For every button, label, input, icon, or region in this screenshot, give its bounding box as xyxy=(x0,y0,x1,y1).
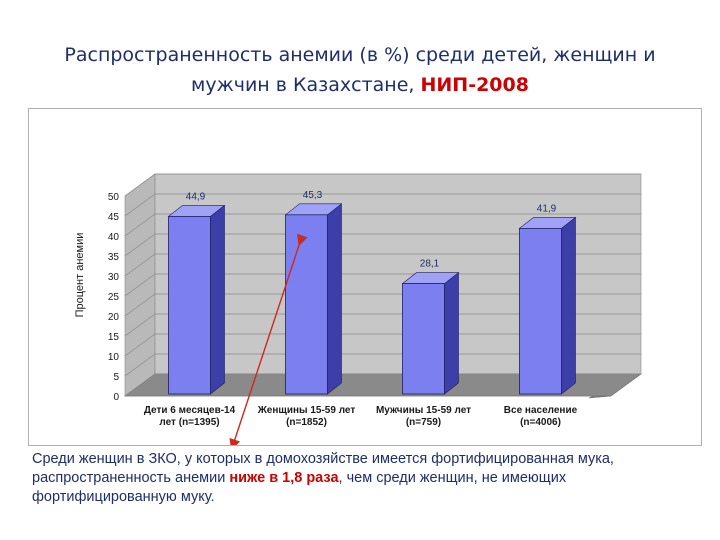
gridline xyxy=(124,313,641,337)
gridline xyxy=(124,373,641,397)
x-tick-label: Все население xyxy=(504,405,578,416)
y-tick-label: 45 xyxy=(108,212,120,223)
y-tick-label: 10 xyxy=(108,352,120,363)
bar-side xyxy=(327,203,342,395)
note-highlight: ниже в 1,8 раза xyxy=(229,470,339,486)
y-tick-label: 20 xyxy=(108,312,120,323)
x-tick-label: (n=1852) xyxy=(286,417,327,428)
bar-side xyxy=(561,216,576,395)
y-axis-label: Процент анемии xyxy=(74,233,86,318)
y-tick-label: 50 xyxy=(108,192,120,203)
bar-side xyxy=(444,271,459,395)
x-tick-label: (n=4006) xyxy=(520,417,561,428)
slide-title: Распространенность анемии (в %) среди де… xyxy=(0,40,720,100)
bar-front xyxy=(168,216,211,395)
y-tick-label: 0 xyxy=(113,392,119,403)
data-label: 28,1 xyxy=(420,259,440,270)
gridline xyxy=(124,253,641,277)
y-tick-label: 5 xyxy=(113,372,119,383)
data-label: 45,3 xyxy=(303,190,323,201)
chart-frame: 0 5 10 15 20 25 30 35 40 45 50 44,9 Дети 6 месяцев-1… xyxy=(28,108,702,446)
gridline xyxy=(124,193,641,217)
bar-front xyxy=(285,214,328,395)
y-tick-label: 25 xyxy=(108,292,120,303)
data-label: 44,9 xyxy=(186,191,206,202)
bar-front xyxy=(402,283,445,395)
bar xyxy=(284,203,343,395)
gridline xyxy=(124,233,641,257)
title-line-2: мужчин в Казахстане, xyxy=(191,74,421,96)
gridline xyxy=(124,353,641,377)
bar xyxy=(167,204,226,395)
title-highlight: НИП-2008 xyxy=(420,74,529,96)
y-tick-label: 35 xyxy=(108,252,120,263)
bar-front xyxy=(519,228,562,395)
note-text-after: , чем среди женщин, не имеющих фортифици… xyxy=(32,470,567,505)
footnote: Среди женщин в ЗКО, у которых в домохозя… xyxy=(32,450,702,507)
gridline xyxy=(124,333,641,357)
x-tick-label: лет (n=1395) xyxy=(159,417,219,428)
y-tick-label: 30 xyxy=(108,272,120,283)
bar xyxy=(401,271,460,395)
gridline xyxy=(124,293,641,317)
bar xyxy=(518,216,577,395)
note-text-before: Среди женщин в ЗКО, у которых в домохозя… xyxy=(32,451,614,486)
x-tick-label: Дети 6 месяцев-14 xyxy=(144,405,236,416)
gridline xyxy=(124,213,641,237)
bar-side xyxy=(210,204,225,395)
annotation-arrow xyxy=(229,233,308,445)
bar-chart: 0 5 10 15 20 25 30 35 40 45 50 44,9 Дети 6 месяцев-1… xyxy=(74,173,642,445)
y-tick-label: 40 xyxy=(108,232,120,243)
gridline xyxy=(124,273,641,297)
data-label: 41,9 xyxy=(537,203,557,214)
x-tick-label: (n=759) xyxy=(406,417,441,428)
title-line-1: Распространенность анемии (в %) среди де… xyxy=(64,44,656,66)
x-tick-label: Женщины 15-59 лет xyxy=(257,405,356,416)
x-tick-label: Мужчины 15-59 лет xyxy=(376,405,471,416)
y-tick-label: 15 xyxy=(108,332,120,343)
gridline xyxy=(124,173,641,197)
